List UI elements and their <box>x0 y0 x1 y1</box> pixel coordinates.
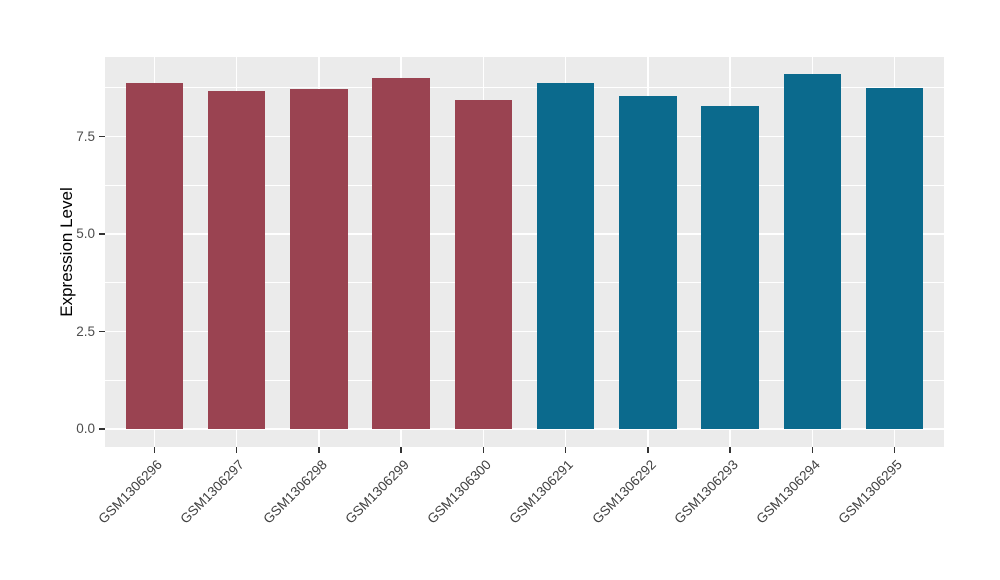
x-tick-GSM1306293 <box>729 447 731 453</box>
bar-GSM1306293 <box>701 106 759 430</box>
x-tick-GSM1306292 <box>647 447 649 453</box>
gridline-minor-y-6.25 <box>105 184 944 186</box>
bar-GSM1306297 <box>207 90 266 430</box>
x-tick-label-GSM1306291: GSM1306291 <box>506 457 577 527</box>
x-tick-label-GSM1306295: GSM1306295 <box>835 457 906 527</box>
x-tick-label-GSM1306296: GSM1306296 <box>95 457 165 527</box>
bar-GSM1306291 <box>536 83 595 430</box>
x-tick-label-GSM1306297: GSM1306297 <box>177 457 248 527</box>
x-tick-label-GSM1306299: GSM1306299 <box>342 457 412 527</box>
y-tick-label-2.5: 2.5 <box>76 323 95 339</box>
x-tick-label-GSM1306293: GSM1306293 <box>671 457 741 527</box>
x-tick-GSM1306298 <box>318 447 320 453</box>
x-tick-GSM1306291 <box>564 447 567 453</box>
x-tick-GSM1306295 <box>893 447 896 453</box>
y-tick-7.5 <box>99 135 105 138</box>
x-tick-label-GSM1306294: GSM1306294 <box>753 457 823 527</box>
y-tick-2.5 <box>99 330 105 333</box>
x-tick-GSM1306300 <box>482 447 485 453</box>
x-tick-label-GSM1306292: GSM1306292 <box>588 457 659 527</box>
x-tick-GSM1306299 <box>400 447 402 453</box>
x-tick-label-GSM1306298: GSM1306298 <box>259 457 330 527</box>
bar-GSM1306292 <box>619 96 677 430</box>
y-tick-label-7.5: 7.5 <box>76 128 95 144</box>
gridline-major-y-7.5 <box>105 135 944 138</box>
gridline-minor-y-1.25 <box>105 379 944 381</box>
x-tick-GSM1306296 <box>153 447 156 453</box>
gridline-major-y-0 <box>105 428 944 430</box>
bar-GSM1306296 <box>125 82 184 430</box>
y-tick-0 <box>99 428 105 430</box>
gridline-major-y-5 <box>105 233 944 235</box>
gridline-major-y-2.5 <box>105 330 944 333</box>
bar-GSM1306299 <box>372 78 430 430</box>
bar-GSM1306298 <box>290 88 348 430</box>
x-tick-GSM1306297 <box>235 447 238 453</box>
bar-GSM1306294 <box>783 74 842 430</box>
plot-panel <box>105 57 944 447</box>
bar-GSM1306295 <box>865 88 924 430</box>
bar-GSM1306300 <box>454 99 513 430</box>
gridline-minor-y-8.75 <box>105 87 944 89</box>
y-tick-5 <box>99 233 105 235</box>
y-tick-label-5: 5.0 <box>76 226 95 242</box>
y-tick-label-0: 0.0 <box>76 421 95 437</box>
x-tick-GSM1306294 <box>811 447 814 453</box>
gridline-minor-y-3.75 <box>105 282 944 284</box>
y-axis-title: Expression Level <box>57 187 76 317</box>
x-tick-label-GSM1306300: GSM1306300 <box>424 457 494 527</box>
